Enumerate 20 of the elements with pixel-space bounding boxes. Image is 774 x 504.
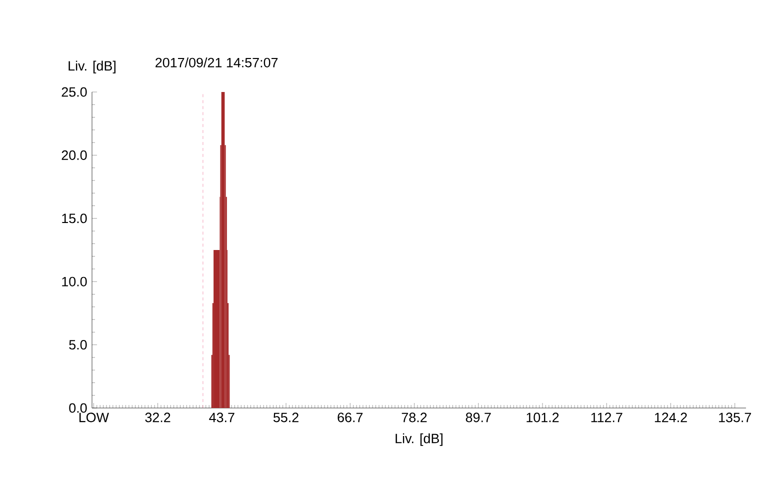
chart-title: 2017/09/21 14:57:07 (156, 57, 278, 68)
x-axis-title: Liv. [dB] (396, 433, 442, 446)
y-tick-label: 25.0 (62, 87, 87, 97)
y-tick-label: 0.0 (69, 403, 87, 413)
x-tick-label: 89.7 (466, 412, 491, 422)
x-tick-label: 55.2 (273, 412, 298, 422)
x-tick-label: 32.2 (145, 412, 170, 422)
y-tick-label: 20.0 (62, 150, 87, 160)
y-tick-label: 10.0 (62, 276, 87, 286)
x-tick-label: 43.7 (209, 412, 234, 422)
y-axis-title: Liv. [dB] (68, 60, 116, 74)
x-tick-label: 135.7 (719, 412, 752, 422)
y-tick-label: 15.0 (62, 214, 87, 224)
x-tick-label: 112.7 (591, 412, 622, 422)
x-tick-label: 101.2 (526, 412, 559, 422)
x-tick-label: 66.7 (338, 412, 363, 422)
x-tick-label: 78.2 (402, 412, 427, 422)
y-tick-label: 5.0 (69, 340, 87, 350)
x-tick-label: 124.2 (654, 412, 687, 422)
x-tick-label: LOW (79, 412, 109, 422)
